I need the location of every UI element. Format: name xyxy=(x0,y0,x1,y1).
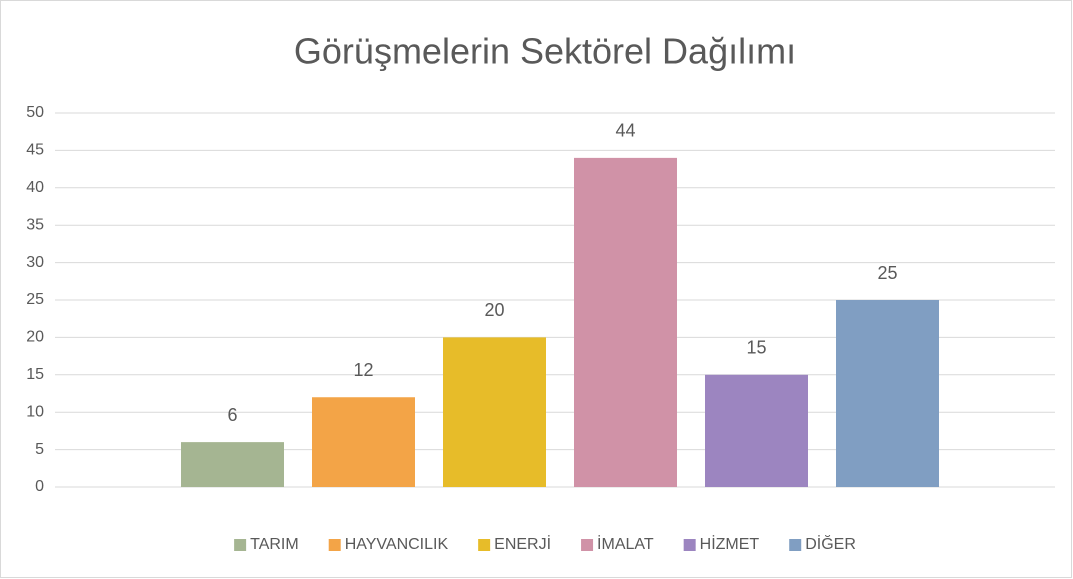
data-label: 6 xyxy=(227,405,237,425)
bar xyxy=(705,374,808,487)
data-label: 44 xyxy=(615,121,635,141)
y-tick-label: 50 xyxy=(26,104,44,121)
data-label: 15 xyxy=(746,338,766,358)
y-tick-label: 30 xyxy=(26,254,44,271)
y-tick-label: 25 xyxy=(26,291,44,308)
bar xyxy=(836,300,939,487)
legend-label: TARIM xyxy=(250,536,299,553)
y-tick-label: 20 xyxy=(26,329,44,346)
legend-label: ENERJİ xyxy=(494,534,551,553)
bar xyxy=(312,397,415,487)
data-label: 25 xyxy=(877,263,897,283)
bar xyxy=(574,157,677,487)
y-tick-label: 40 xyxy=(26,179,44,196)
chart-title: Görüşmelerin Sektörel Dağılımı xyxy=(294,31,796,72)
legend-label: DİĞER xyxy=(805,534,856,553)
y-tick-label: 15 xyxy=(26,366,44,383)
y-tick-label: 45 xyxy=(26,142,44,159)
legend-swatch xyxy=(581,539,594,551)
y-tick-label: 5 xyxy=(35,441,44,458)
legend-label: HAYVANCILIK xyxy=(345,536,449,553)
legend-swatch xyxy=(478,539,491,551)
legend-swatch xyxy=(328,539,341,551)
legend-label: İMALAT xyxy=(597,534,654,553)
y-tick-label: 0 xyxy=(35,478,44,495)
bar xyxy=(181,442,284,487)
legend-label: HİZMET xyxy=(700,534,760,553)
legend-swatch xyxy=(683,539,696,551)
y-tick-label: 10 xyxy=(26,403,44,420)
legend-swatch xyxy=(789,539,802,551)
data-label: 20 xyxy=(484,300,504,320)
bar xyxy=(443,337,546,487)
legend-swatch xyxy=(234,539,247,551)
y-tick-label: 35 xyxy=(26,216,44,233)
data-label: 12 xyxy=(353,360,373,380)
